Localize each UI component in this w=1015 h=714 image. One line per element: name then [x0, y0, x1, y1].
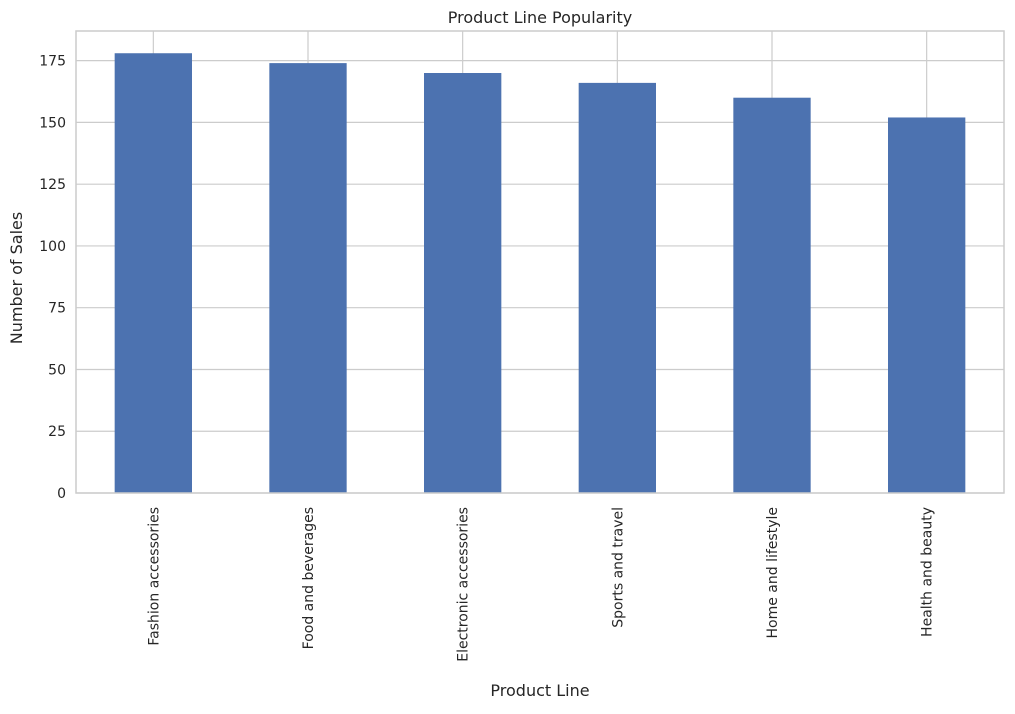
x-tick-label: Health and beauty	[920, 507, 936, 637]
x-tick-label: Fashion accessories	[146, 507, 162, 646]
y-tick-label: 75	[48, 301, 66, 317]
spine-layer	[75, 30, 1005, 494]
x-tick-labels: Fashion accessories Food and beverages Ele…	[146, 507, 935, 662]
x-tick-label: Electronic accessories	[456, 507, 472, 662]
y-tick-label: 150	[39, 115, 66, 131]
y-tick-label: 125	[39, 177, 66, 193]
bar[interactable]: Health and beauty: 152	[888, 117, 966, 494]
bar[interactable]: Electronic accessories: 170	[424, 73, 502, 493]
bar[interactable]: Home and lifestyle: 160	[733, 97, 811, 494]
x-tick-label: Food and beverages	[301, 507, 317, 649]
x-tick-label: Home and lifestyle	[765, 507, 781, 638]
y-tick-labels: 0 25 50 75 100 125 150 175	[39, 54, 66, 502]
x-tick-label: Sports and travel	[610, 507, 626, 628]
bar[interactable]: Sports and travel: 166	[578, 82, 656, 493]
y-axis-label: Number of Sales	[7, 212, 26, 344]
y-tick-label: 25	[48, 424, 66, 440]
y-tick-label: 0	[57, 486, 66, 502]
y-tick-label: 175	[39, 54, 66, 70]
bar[interactable]: Food and beverages: 174	[269, 63, 347, 493]
x-axis-label: Product Line	[490, 681, 589, 700]
plot-frame	[75, 30, 1005, 494]
grid-layer	[76, 31, 1004, 494]
bar[interactable]: Fashion accessories: 178	[114, 53, 192, 494]
chart-title: Product Line Popularity	[448, 8, 632, 27]
y-tick-label: 100	[39, 239, 66, 255]
bars-layer: Fashion accessories: 178 Food and beverag…	[114, 53, 966, 494]
y-tick-label: 50	[48, 362, 66, 378]
